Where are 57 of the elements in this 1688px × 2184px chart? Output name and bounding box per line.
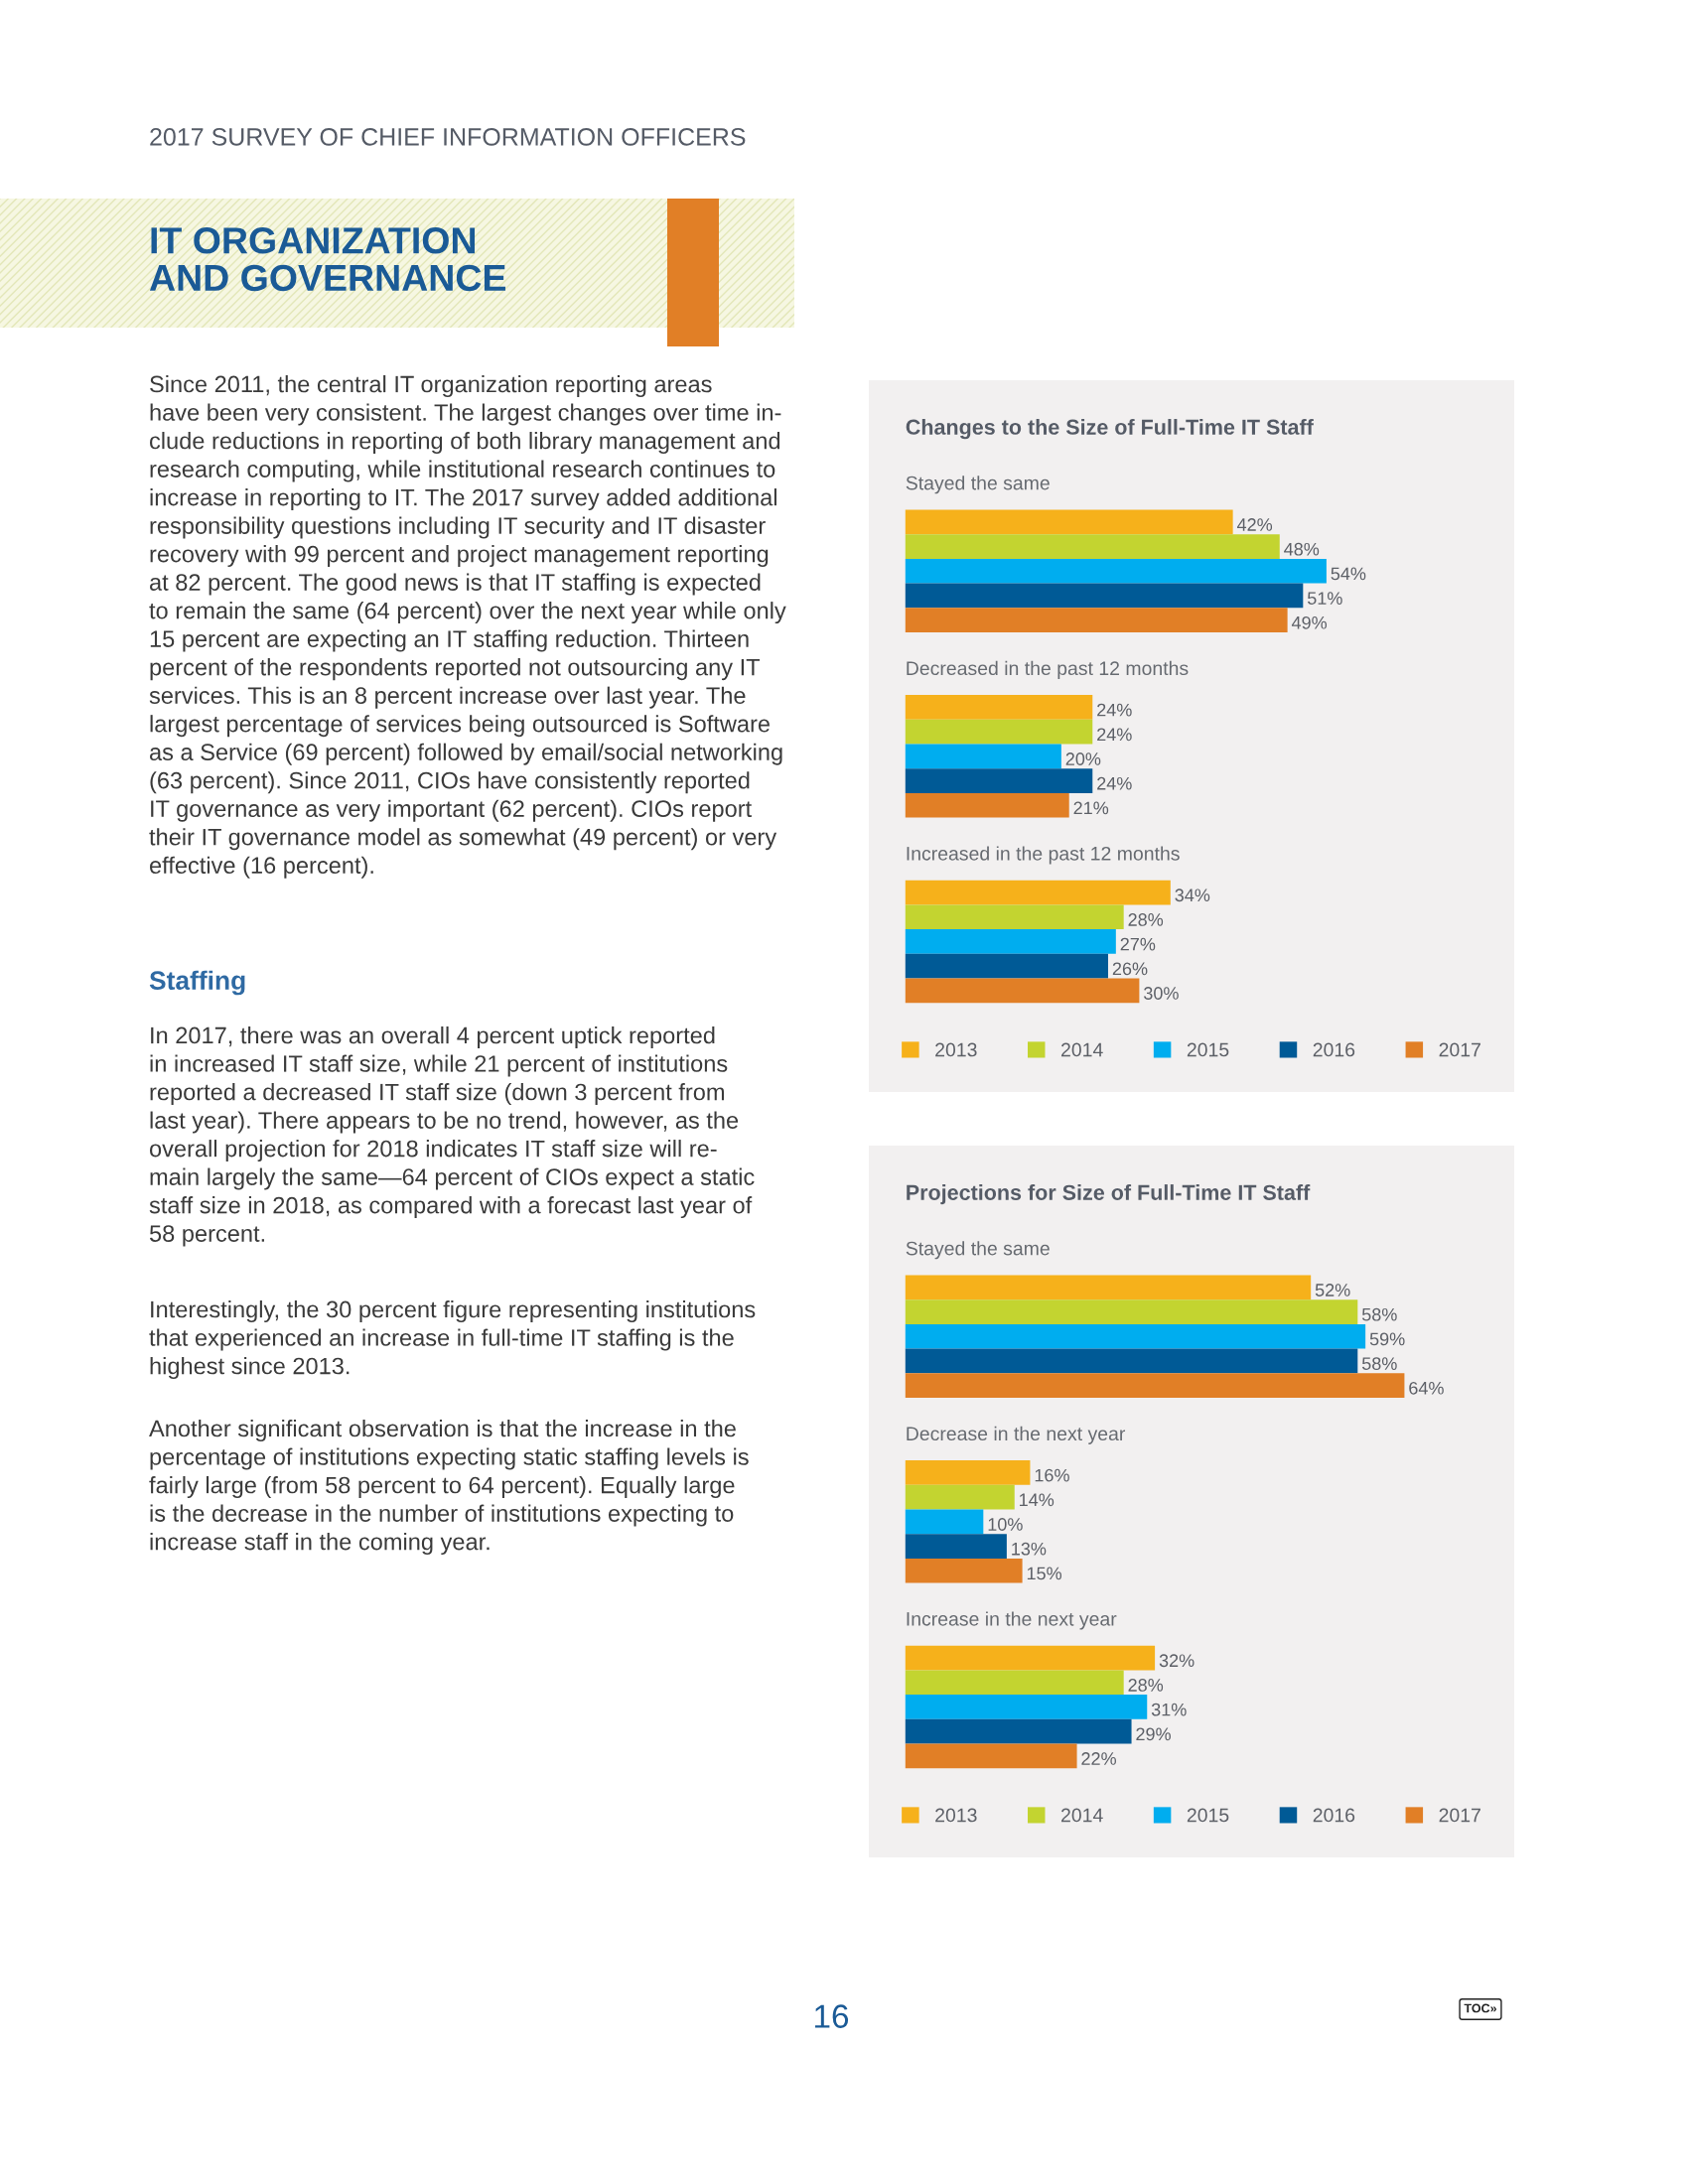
chart-title: Changes to the Size of Full-Time IT Staff — [906, 419, 1314, 440]
data-label: 34% — [1175, 888, 1210, 902]
data-label: 31% — [1151, 1703, 1187, 1716]
legend-label: 2016 — [1313, 1042, 1355, 1057]
text: IT ORGANIZATION AND GOVERNANCE — [149, 226, 505, 292]
legend-label: 2017 — [1439, 1042, 1480, 1057]
legend-label: 2013 — [935, 1042, 977, 1057]
text: TOC» — [1464, 2003, 1496, 2013]
data-label: 20% — [1065, 752, 1101, 765]
data-label: 59% — [1369, 1332, 1405, 1346]
text: Interestingly, the 30 percent figure representing institutions that experienced an increase in full-time IT staffing is the highest since 2013. — [149, 1300, 756, 1380]
legend-label: 2014 — [1061, 1808, 1103, 1823]
legend-label: 2013 — [935, 1808, 977, 1823]
data-label: 24% — [1097, 728, 1132, 742]
data-label: 13% — [1012, 1542, 1047, 1556]
data-label: 24% — [1097, 776, 1132, 790]
y-tick-label: Increase in the next year — [907, 1611, 1117, 1630]
legend-label: 2015 — [1187, 1808, 1229, 1823]
data-label: 64% — [1409, 1381, 1444, 1395]
text: Since 2011, the central IT organization reporting areas have been very consistent. The largest changes over time in- clude reductions in reporting of both library management and research computing, while institutional research continues to increase in reporting to IT. The 2017 survey added additional responsibility questions including IT security and IT disaster recovery with 99 percent and project management reporting at 82 percent. The good news is that IT staffing is expected to remain the same (64 percent) over the next year while only 15 percent are expecting an IT staffing reduction. Thirteen percent of the respondents reported not outsourcing any IT services. This is an 8 percent increase over last year. The largest percentage of services being outsourced is Software as a Service (69 percent) followed by email/social networking (63 percent). Since 2011, CIOs have consistently reported IT governance as very important (62 percent). CIOs report their IT governance model as somewhat (49 percent) or very effective (16 percent). — [149, 375, 786, 879]
text: 16 — [815, 2004, 849, 2028]
data-label: 30% — [1144, 987, 1179, 1000]
data-label: 27% — [1120, 937, 1156, 951]
y-tick-label: Increased in the past 12 months — [907, 846, 1180, 865]
data-label: 51% — [1307, 592, 1342, 605]
legend-label: 2015 — [1187, 1042, 1229, 1057]
data-label: 28% — [1128, 1679, 1164, 1692]
data-label: 21% — [1073, 801, 1109, 815]
y-tick-label: Decreased in the past 12 months — [907, 660, 1189, 679]
chart-title: Projections for Size of Full-Time IT Staff — [907, 1184, 1311, 1205]
data-label: 58% — [1361, 1307, 1397, 1321]
legend-label: 2016 — [1313, 1808, 1355, 1823]
data-label: 58% — [1361, 1357, 1397, 1370]
data-label: 32% — [1159, 1654, 1195, 1668]
data-label: 28% — [1128, 913, 1164, 926]
data-label: 29% — [1136, 1727, 1171, 1741]
y-tick-label: Stayed the same — [906, 476, 1050, 494]
y-tick-label: Decrease in the next year — [907, 1426, 1126, 1444]
data-label: 42% — [1236, 518, 1273, 531]
data-label: 48% — [1284, 542, 1320, 556]
legend-label: 2017 — [1439, 1808, 1480, 1823]
text: 2017 SURVEY OF CHIEF INFORMATION OFFICERS — [150, 128, 746, 146]
data-label: 10% — [988, 1518, 1023, 1531]
y-tick-label: Stayed the same — [906, 1241, 1050, 1260]
text: Staffing — [149, 970, 245, 996]
text: Another significant observation is that the increase in the percentage of institutions expecting static staffing levels is fairly large (from 58 percent to 64 percent). Equally large is the decrease in the number of institutions expecting to increase staff in the coming year. — [149, 1420, 749, 1556]
data-label: 26% — [1112, 962, 1148, 976]
text: In 2017, there was an overall 4 percent uptick reported in increased IT staff size, while 21 percent of institutions reported a decreased IT staff size (down 3 percent from last year). There appears to be no trend, however, as the overall projection for 2018 indicates IT staff size will re- main largely the same—64 percent of CIOs expect a static staff size in 2018, as compared with a forecast last year of 58 percent. — [149, 1026, 755, 1247]
data-label: 15% — [1027, 1567, 1062, 1580]
data-label: 52% — [1315, 1284, 1350, 1297]
data-label: 22% — [1081, 1752, 1116, 1765]
data-label: 14% — [1020, 1493, 1055, 1507]
data-label: 49% — [1291, 615, 1328, 629]
data-label: 24% — [1097, 703, 1132, 717]
data-label: 16% — [1035, 1468, 1069, 1482]
data-label: 54% — [1331, 567, 1366, 581]
legend-label: 2014 — [1061, 1042, 1103, 1057]
